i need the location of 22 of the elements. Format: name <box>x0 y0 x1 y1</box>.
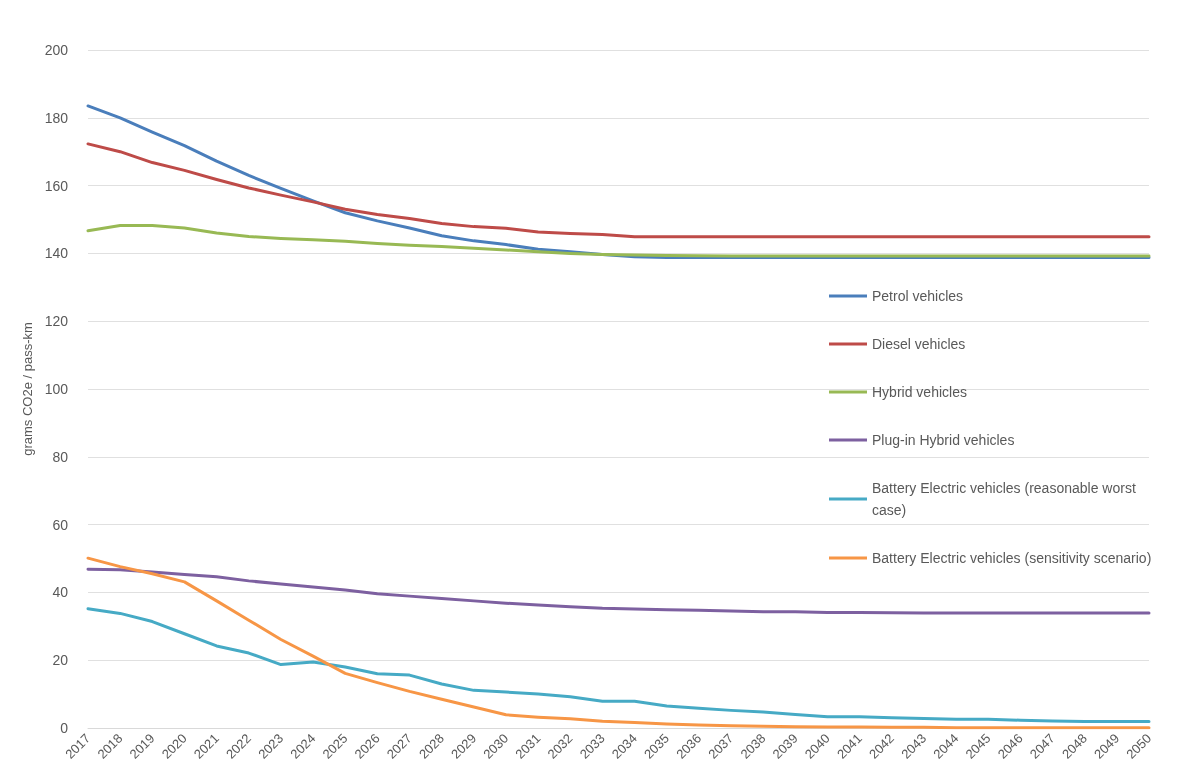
y-tick-label: 180 <box>44 109 69 126</box>
line-series <box>86 224 1151 258</box>
legend-label: Plug-in Hybrid vehicles <box>872 432 1015 448</box>
y-tick-label: 140 <box>44 245 69 262</box>
y-tick-label: 100 <box>44 381 69 397</box>
legend-label: Diesel vehicles <box>872 336 966 352</box>
legend-label: Battery Electric vehicles (sensitivity scenario) <box>872 550 1152 566</box>
legend-label: Battery Electric vehicles (reasonable worst case) <box>872 480 1140 518</box>
y-tick-label: 120 <box>44 313 69 330</box>
y-axis-title: grams CO2e / pass-km <box>19 322 35 456</box>
line-series <box>86 607 1151 724</box>
y-tick-label: 0 <box>60 720 69 736</box>
y-tick-label: 60 <box>52 516 69 533</box>
y-tick-label: 200 <box>44 42 69 58</box>
y-tick-label: 40 <box>52 584 69 601</box>
legend-label: Petrol vehicles <box>872 288 964 304</box>
y-tick-label: 160 <box>44 177 69 194</box>
line-series <box>86 567 1151 615</box>
legend-label: Hybrid vehicles <box>872 384 967 400</box>
line-series <box>86 142 1151 239</box>
y-tick-label: 80 <box>52 448 69 465</box>
y-tick-label: 20 <box>52 652 69 669</box>
